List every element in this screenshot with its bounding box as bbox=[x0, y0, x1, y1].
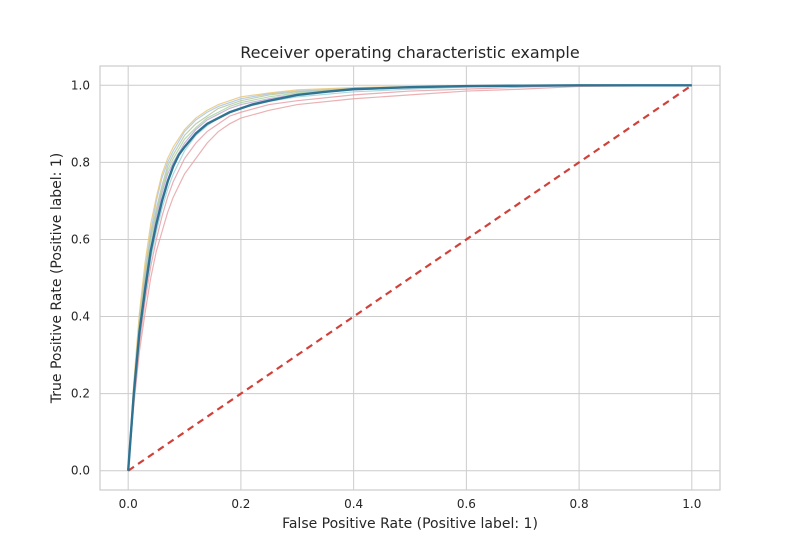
x-tick-label: 0.2 bbox=[231, 497, 250, 511]
y-tick-label: 0.6 bbox=[71, 232, 90, 246]
x-axis-label: False Positive Rate (Positive label: 1) bbox=[282, 516, 538, 532]
grid bbox=[100, 66, 720, 490]
y-tick-label: 0.2 bbox=[71, 387, 90, 401]
fold-roc-curve bbox=[127, 84, 692, 471]
chart-title: Receiver operating characteristic exampl… bbox=[240, 43, 579, 62]
y-tick-label: 0.0 bbox=[71, 464, 90, 478]
y-tick-label: 1.0 bbox=[71, 78, 90, 92]
x-tick-label: 0.6 bbox=[457, 497, 476, 511]
x-axis-ticks: 0.0 0.2 0.4 0.6 0.8 1.0 bbox=[119, 497, 702, 511]
y-tick-label: 0.8 bbox=[71, 155, 90, 169]
mean-roc-curve bbox=[126, 84, 692, 471]
x-tick-label: 0.0 bbox=[119, 497, 138, 511]
main-curves bbox=[126, 84, 693, 472]
y-tick-label: 0.4 bbox=[71, 310, 90, 324]
x-tick-label: 0.4 bbox=[344, 497, 363, 511]
x-tick-label: 1.0 bbox=[682, 497, 701, 511]
y-axis-ticks: 0.0 0.2 0.4 0.6 0.8 1.0 bbox=[71, 78, 90, 477]
y-axis-label: True Positive Rate (Positive label: 1) bbox=[49, 153, 65, 404]
x-tick-label: 0.8 bbox=[570, 497, 589, 511]
chance-line bbox=[127, 84, 693, 472]
fold-roc-curve bbox=[127, 84, 692, 471]
